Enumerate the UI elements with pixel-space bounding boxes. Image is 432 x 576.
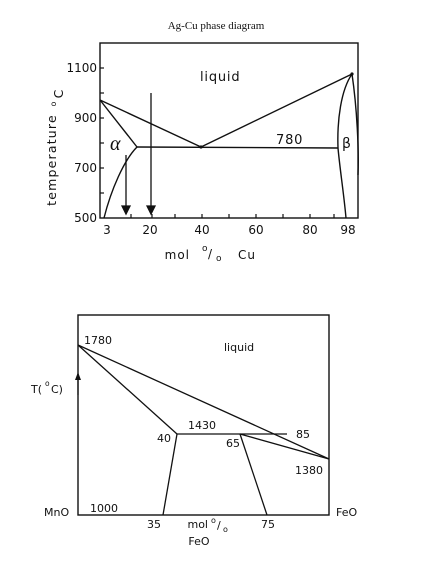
x-tick-label: 98 (340, 223, 355, 237)
y-axis-label: temperature (44, 114, 59, 206)
x-label-element: Cu (238, 248, 256, 262)
arrow-3-head (120, 205, 132, 216)
x-label-mol: mol (187, 518, 208, 531)
plot-frame (77, 314, 330, 516)
x-label-mol: mol (165, 248, 190, 262)
label-40: 40 (157, 432, 171, 445)
x-label-percent-bottom: o (223, 525, 228, 534)
x-axis-label: mol o / o FeO (187, 516, 228, 548)
eutectic-temperature-label: 780 (276, 133, 303, 148)
arrow-20-head (145, 205, 157, 216)
region-label-liquid: liquid (200, 70, 240, 85)
x-tick-label: 60 (248, 223, 263, 237)
component-mno-label: MnO (44, 506, 69, 519)
eutectic-point (199, 145, 203, 149)
beta-phase-label: β (342, 136, 351, 152)
x-axis-label: mol o / o Cu (165, 244, 256, 264)
mno-feo-diagram: T( o C) 1780 liquid 1430 40 65 85 1380 1… (30, 314, 357, 548)
label-35: 35 (147, 518, 161, 531)
x-tick-label: 40 (194, 223, 209, 237)
x-tick-label: 20 (142, 223, 157, 237)
eutectic-line (136, 146, 339, 149)
label-85: 85 (296, 428, 310, 441)
x-label-percent-top: o (211, 516, 216, 525)
y-label-degree: o (45, 379, 50, 388)
alpha-phase-label: α (110, 133, 121, 155)
y-unit-degree: o (49, 101, 58, 106)
solvus-left (162, 433, 178, 516)
y-label-t: T( (30, 383, 42, 396)
y-axis-arrowhead (75, 372, 81, 380)
ag-cu-diagram: 500 700 900 1100 3 20 40 60 80 98 temper… (44, 42, 359, 264)
x-tick-label: 3 (103, 223, 111, 237)
x-label-element: FeO (188, 535, 209, 548)
solvus-beta (337, 147, 347, 219)
solvus-alpha (103, 146, 138, 219)
beta-edge (351, 73, 359, 176)
phase-boundaries (99, 73, 359, 219)
x-label-percent-slash: / (208, 247, 213, 261)
label-1780: 1780 (84, 334, 112, 347)
x-tick-marks (130, 214, 335, 218)
label-75: 75 (261, 518, 275, 531)
y-axis-label: T( o C) (30, 379, 63, 396)
label-1380: 1380 (295, 464, 323, 477)
phase-boundaries (77, 344, 330, 516)
solidus-right (239, 433, 330, 460)
x-label-percent-slash: / (217, 519, 221, 532)
label-1000: 1000 (90, 502, 118, 515)
y-tick-label: 1100 (66, 61, 97, 75)
y-tick-label: 700 (74, 161, 97, 175)
y-axis-unit: o C (49, 89, 66, 106)
figure-title: Ag-Cu phase diagram (167, 20, 265, 32)
x-tick-label: 80 (302, 223, 317, 237)
liquidus-right (200, 73, 353, 148)
solidus-beta (337, 73, 353, 149)
y-label-rest: C) (51, 383, 63, 396)
label-65: 65 (226, 437, 240, 450)
region-label-liquid: liquid (224, 341, 254, 354)
y-tick-label: 900 (74, 111, 97, 125)
liquidus (77, 344, 330, 460)
y-unit-letter: C (51, 89, 66, 98)
solidus-left (77, 344, 178, 435)
solvus-right (239, 433, 268, 516)
label-1430: 1430 (188, 419, 216, 432)
component-feo-label: FeO (336, 506, 357, 519)
composition-arrows (120, 93, 157, 216)
solidus-alpha (99, 99, 138, 148)
x-label-percent-top: o (202, 244, 208, 254)
x-label-percent-bottom: o (216, 254, 222, 264)
y-tick-label: 500 (74, 211, 97, 225)
cu-melting-point (350, 72, 354, 76)
y-tick-marks (100, 67, 104, 194)
